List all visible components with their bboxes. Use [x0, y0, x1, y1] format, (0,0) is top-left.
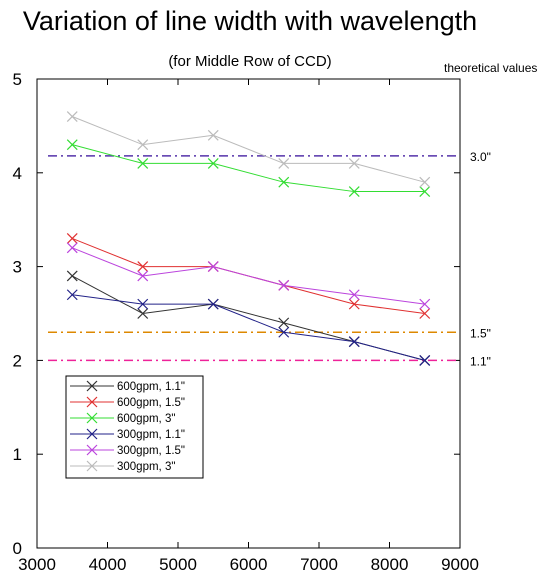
legend-entry-label: 600gpm, 1.1": [117, 381, 185, 393]
chart-subtitle: (for Middle Row of CCD): [168, 53, 331, 70]
legend-entry-label: 600gpm, 1.5": [117, 397, 185, 409]
legend-entry-label: 300gpm, 1.1": [117, 429, 185, 441]
data-point: [419, 308, 431, 319]
reference-line-label: 1.5": [470, 326, 491, 340]
series-line: [72, 144, 425, 193]
y-tick-label: 4: [13, 164, 22, 183]
x-tick-label: 6000: [230, 555, 268, 574]
data-point: [419, 354, 431, 366]
legend-swatch-marker: [86, 412, 98, 424]
data-point: [137, 270, 149, 282]
data-point: [66, 242, 78, 254]
reference-line-label: 3.0": [470, 150, 491, 164]
y-tick-label: 0: [13, 539, 22, 558]
data-point: [66, 289, 78, 301]
legend-swatch-marker: [86, 380, 98, 392]
legend-entry-label: 300gpm, 1.5": [117, 445, 185, 457]
chart-title: Variation of line width with wavelength: [23, 6, 477, 36]
data-point: [137, 139, 149, 151]
series-line: [72, 116, 425, 183]
data-point: [66, 139, 78, 151]
legend-swatch-marker: [86, 396, 98, 408]
series-line: [72, 294, 425, 361]
data-point: [207, 157, 219, 169]
reference-line-label: 1.1": [470, 354, 491, 368]
legend-swatch-marker: [86, 460, 98, 472]
x-tick-label: 8000: [371, 555, 409, 574]
x-tick-label: 3000: [18, 555, 56, 574]
data-point: [278, 326, 290, 338]
legend-box: [65, 375, 204, 479]
data-point: [348, 186, 360, 197]
y-tick-label: 2: [13, 351, 22, 370]
data-point: [207, 129, 219, 141]
data-point: [207, 298, 219, 310]
data-point: [278, 157, 290, 169]
legend-entry-label: 600gpm, 3": [117, 413, 175, 425]
data-point: [137, 308, 149, 319]
series-line: [72, 247, 425, 305]
data-point: [137, 157, 149, 169]
y-tick-label: 1: [13, 445, 22, 464]
y-tick-label: 5: [13, 70, 22, 89]
legend-swatch-marker: [86, 444, 98, 456]
data-point: [278, 176, 290, 188]
data-point: [66, 270, 78, 282]
x-tick-label: 9000: [441, 555, 479, 574]
data-point: [207, 261, 219, 273]
data-point: [137, 298, 149, 310]
data-point: [348, 298, 360, 310]
right-axis-title: theoretical values: [444, 61, 537, 75]
data-point: [419, 176, 431, 188]
x-tick-label: 7000: [300, 555, 338, 574]
y-tick-label: 3: [13, 258, 22, 277]
data-point: [348, 157, 360, 169]
data-point: [419, 298, 431, 310]
data-point: [278, 279, 290, 291]
data-point: [278, 317, 290, 329]
legend-entry-label: 300gpm, 3": [117, 461, 175, 473]
x-tick-label: 4000: [89, 555, 127, 574]
data-point: [66, 233, 78, 244]
data-point: [419, 186, 431, 197]
data-point: [348, 336, 360, 348]
data-point: [137, 261, 149, 273]
data-point: [66, 111, 78, 122]
x-tick-label: 5000: [159, 555, 197, 574]
legend-swatch-marker: [86, 428, 98, 440]
data-point: [348, 289, 360, 301]
